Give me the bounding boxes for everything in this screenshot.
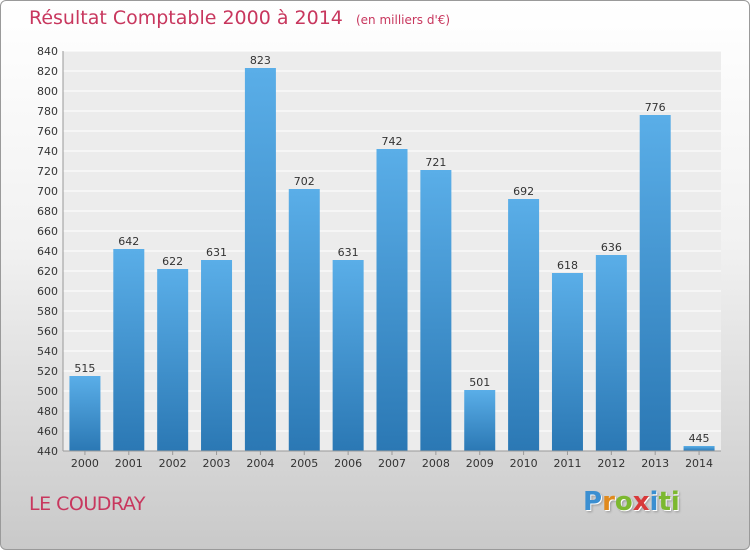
logo-letter: o bbox=[614, 487, 633, 517]
logo-letter: x bbox=[632, 487, 650, 517]
value-label: 445 bbox=[689, 432, 710, 445]
logo-letter: P bbox=[583, 487, 603, 517]
bar-2011 bbox=[551, 273, 583, 451]
bar-2007 bbox=[376, 149, 408, 451]
value-label: 823 bbox=[250, 54, 271, 67]
bar-2001 bbox=[113, 249, 145, 451]
y-tick-label: 680 bbox=[37, 205, 58, 218]
proxiti-logo: Proxiti bbox=[583, 487, 680, 517]
x-tick-label: 2004 bbox=[246, 457, 274, 470]
bar-2003 bbox=[201, 260, 233, 451]
logo-letter: i bbox=[649, 487, 659, 517]
bar-2002 bbox=[157, 269, 189, 451]
x-tick-label: 2011 bbox=[553, 457, 581, 470]
y-tick-label: 620 bbox=[37, 265, 58, 278]
bar-2014 bbox=[683, 446, 715, 451]
value-label: 631 bbox=[338, 246, 359, 259]
x-tick-label: 2009 bbox=[466, 457, 494, 470]
value-label: 721 bbox=[425, 156, 446, 169]
bar-2009 bbox=[464, 390, 496, 451]
x-tick-label: 2003 bbox=[203, 457, 231, 470]
bar-2005 bbox=[288, 189, 320, 451]
bar-2008 bbox=[420, 170, 452, 451]
y-tick-label: 800 bbox=[37, 85, 58, 98]
bar-2006 bbox=[332, 260, 364, 451]
y-tick-label: 520 bbox=[37, 365, 58, 378]
value-label: 622 bbox=[162, 255, 183, 268]
x-tick-label: 2006 bbox=[334, 457, 362, 470]
y-tick-label: 820 bbox=[37, 65, 58, 78]
x-tick-label: 2001 bbox=[115, 457, 143, 470]
bar-2012 bbox=[595, 255, 627, 451]
y-tick-label: 740 bbox=[37, 145, 58, 158]
value-label: 742 bbox=[382, 135, 403, 148]
y-tick-label: 840 bbox=[37, 45, 58, 58]
logo-letter: r bbox=[602, 487, 615, 517]
value-label: 642 bbox=[118, 235, 139, 248]
x-tick-label: 2005 bbox=[290, 457, 318, 470]
y-tick-label: 660 bbox=[37, 225, 58, 238]
y-tick-label: 700 bbox=[37, 185, 58, 198]
y-tick-label: 440 bbox=[37, 445, 58, 458]
bar-2010 bbox=[508, 199, 540, 451]
value-label: 618 bbox=[557, 259, 578, 272]
chart-title: Résultat Comptable 2000 à 2014 bbox=[29, 7, 343, 29]
chart-unit-note: (en milliers d'€) bbox=[355, 13, 451, 27]
value-label: 692 bbox=[513, 185, 534, 198]
x-tick-label: 2012 bbox=[597, 457, 625, 470]
x-tick-label: 2010 bbox=[510, 457, 538, 470]
y-tick-label: 460 bbox=[37, 425, 58, 438]
value-label: 631 bbox=[206, 246, 227, 259]
y-tick-label: 500 bbox=[37, 385, 58, 398]
y-tick-label: 540 bbox=[37, 345, 58, 358]
bar-2000 bbox=[69, 376, 101, 451]
y-tick-label: 720 bbox=[37, 165, 58, 178]
y-tick-label: 560 bbox=[37, 325, 58, 338]
y-tick-label: 760 bbox=[37, 125, 58, 138]
x-tick-label: 2014 bbox=[685, 457, 713, 470]
value-label: 776 bbox=[645, 101, 666, 114]
x-tick-label: 2013 bbox=[641, 457, 669, 470]
value-label: 515 bbox=[74, 362, 95, 375]
y-tick-label: 600 bbox=[37, 285, 58, 298]
value-label: 702 bbox=[294, 175, 315, 188]
y-tick-label: 480 bbox=[37, 405, 58, 418]
value-label: 501 bbox=[469, 376, 490, 389]
value-label: 636 bbox=[601, 241, 622, 254]
commune-name: LE COUDRAY bbox=[29, 493, 145, 515]
bar-2004 bbox=[244, 68, 276, 451]
x-tick-label: 2002 bbox=[159, 457, 187, 470]
logo-letter: ti bbox=[658, 487, 680, 517]
x-tick-label: 2007 bbox=[378, 457, 406, 470]
chart-title-row: Résultat Comptable 2000 à 2014 (en milli… bbox=[29, 7, 450, 29]
x-tick-label: 2000 bbox=[71, 457, 99, 470]
bar-2013 bbox=[639, 115, 671, 451]
y-tick-label: 640 bbox=[37, 245, 58, 258]
y-tick-label: 780 bbox=[37, 105, 58, 118]
y-tick-label: 580 bbox=[37, 305, 58, 318]
x-tick-label: 2008 bbox=[422, 457, 450, 470]
